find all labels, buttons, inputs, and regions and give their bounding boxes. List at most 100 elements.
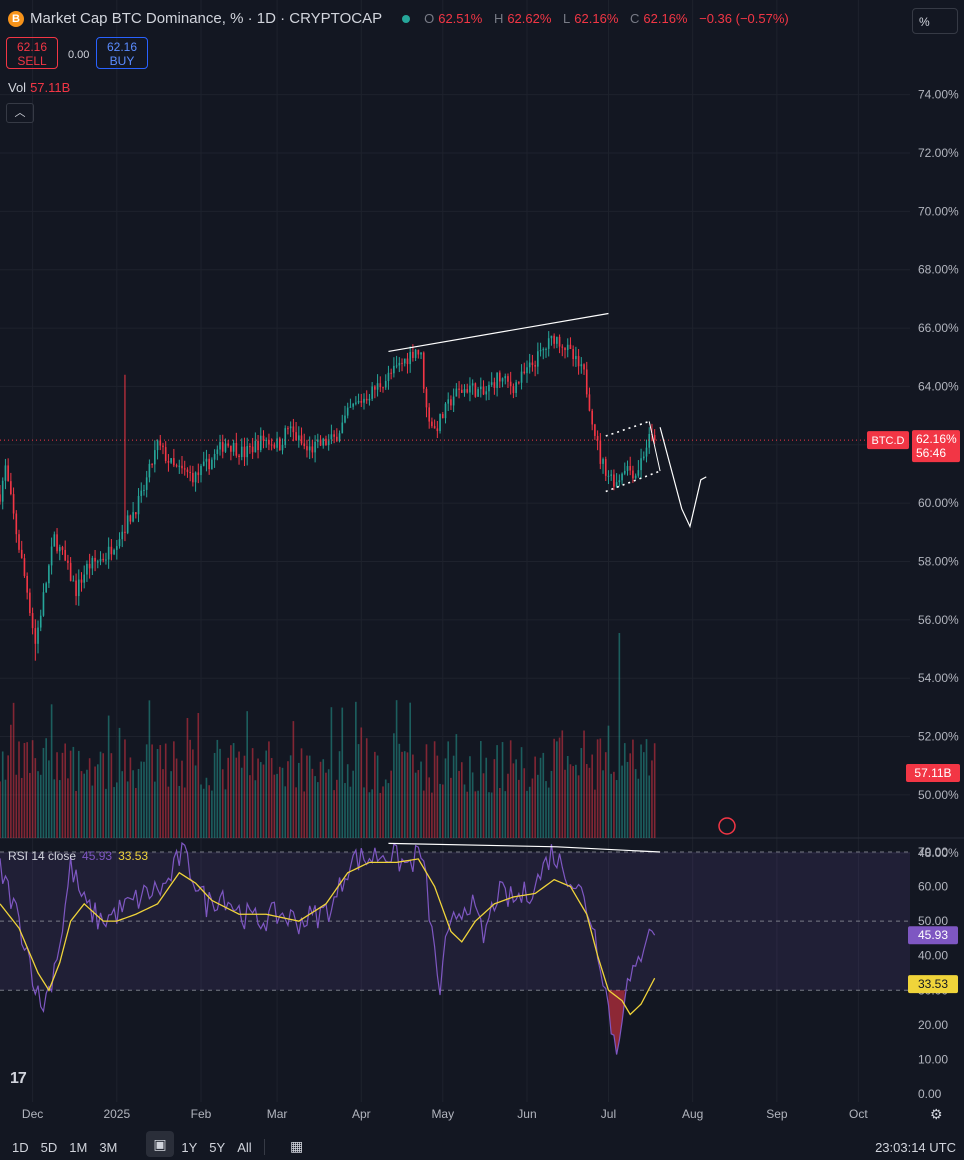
buy-button[interactable]: 62.16 BUY [96,37,148,69]
volume-bar [607,725,610,838]
symbol-name[interactable]: Market Cap BTC Dominance, % [30,10,244,27]
range-all[interactable]: All [237,1139,252,1155]
volume-bar [482,773,485,838]
candle-body [653,435,656,441]
volume-bar [588,767,591,838]
candle-body [365,398,368,401]
price-axis-tick: 50.00% [918,788,959,802]
candle-body [623,470,626,474]
ohlc-c-label: C [630,11,640,26]
interval-label[interactable]: 1D [256,10,276,27]
volume-bar [363,787,365,838]
volume-bar [243,755,246,838]
volume-bar [262,764,265,838]
candle-body [499,372,501,382]
tradingview-logo-icon[interactable]: 17 [10,1070,27,1087]
rsi-ma-badge [908,975,958,994]
candle-body [349,406,352,408]
volume-bar [216,739,219,838]
volume-legend[interactable]: Vol 57.11B [8,80,70,95]
volume-bar [651,760,653,838]
calendar-icon[interactable]: ▦ [290,1138,304,1154]
candle-body [428,407,431,422]
volume-bar [23,743,26,838]
candle-body [292,426,295,433]
candle-body [232,442,235,452]
symbol-title[interactable]: Market Cap BTC Dominance, % · 1D · CRYPT… [30,10,383,27]
volume-bar [42,747,45,838]
candle-body [642,456,645,459]
settings-gear-icon[interactable]: ⚙ [930,1106,943,1122]
candle-body [34,628,37,644]
rsi-ma-value: 33.53 [118,849,149,863]
range-1m[interactable]: 1M [69,1139,88,1155]
candle-body [61,547,64,550]
time-axis-tick: Feb [191,1107,212,1121]
volume-bar [330,707,333,838]
candle-body [91,557,94,569]
volume-bar [406,752,409,838]
range-3m[interactable]: 3M [99,1139,118,1155]
rsi-legend[interactable]: RSI 14 close 45.93 33.53 [8,849,148,863]
volume-bar [436,755,439,838]
range-1d[interactable]: 1D [12,1139,29,1155]
volume-bar [189,739,191,838]
candle-body [604,459,607,476]
sell-button[interactable]: 62.16 SELL [6,37,58,69]
time-axis-tick: Mar [267,1107,288,1121]
utc-clock[interactable]: 23:03:14 UTC [875,1140,956,1155]
volume-bar [308,755,311,838]
volume-bar [278,766,281,838]
volume-bar [371,789,373,838]
candle-body [346,407,349,416]
volume-bar [585,764,588,838]
candle-body [224,443,227,452]
percent-scale-button[interactable]: % [912,8,958,34]
candle-body [99,558,102,562]
volume-bar [34,758,37,838]
price-axis-tick: 56.00% [918,613,959,627]
rsi-line [0,841,656,1055]
volume-bar [547,787,550,838]
ohlc-o-label: O [424,11,435,26]
candle-body [124,531,126,533]
exchange-label[interactable]: CRYPTOCAP [289,10,383,27]
candle-body [75,580,77,597]
range-5y[interactable]: 5Y [209,1139,226,1155]
volume-bar [401,751,403,838]
candle-body [311,446,314,453]
volume-bar [561,730,564,838]
candle-body [240,446,243,458]
volume-bar [327,769,330,838]
candle-body [143,489,145,491]
volume-bar [341,707,344,838]
volume-bar [102,753,105,838]
candle-body [262,435,265,441]
range-5d[interactable]: 5D [40,1139,58,1155]
candle-body [626,466,629,471]
volume-bar [181,760,183,838]
range-1y[interactable]: 1Y [181,1139,198,1155]
volume-bar [580,748,583,838]
screenshot-image-icon[interactable]: ▣ [146,1131,174,1157]
candle-body [314,441,316,453]
volume-bar [29,772,31,838]
candle-body [23,558,26,576]
candle-body [482,386,485,395]
candle-body [202,461,205,466]
candle-body [284,428,287,445]
candle-body [556,336,558,344]
candle-body [371,386,373,399]
volume-bar [232,743,235,838]
candle-body [37,627,39,644]
candle-body [77,579,80,597]
channel-edge-drawing [648,421,661,472]
collapse-legend-button[interactable]: ︿ [6,103,34,123]
candle-body [281,444,284,451]
channel-lower-drawing [605,470,661,493]
ohlc-close: 62.16% [643,11,688,26]
candle-body [126,515,129,533]
candle-body [585,369,588,395]
volume-bar [629,753,632,838]
